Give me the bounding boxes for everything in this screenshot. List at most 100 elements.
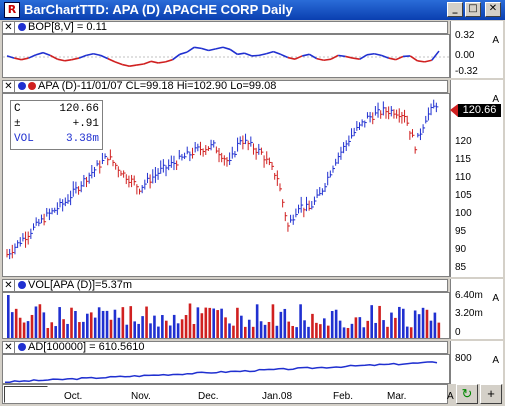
volume-bar bbox=[299, 304, 302, 338]
price-bar bbox=[9, 248, 12, 260]
price-bar bbox=[213, 140, 216, 148]
volume-bar bbox=[105, 310, 109, 338]
price-bar bbox=[271, 162, 275, 171]
bop-close-icon[interactable]: ✕ bbox=[3, 22, 15, 33]
bop-indicator-plot bbox=[3, 46, 449, 67]
volume-bar bbox=[208, 307, 212, 338]
volume-bar bbox=[161, 315, 164, 338]
bop-segment bbox=[201, 47, 209, 52]
price-bar bbox=[414, 146, 418, 154]
bop-autoscale-mark[interactable]: A bbox=[492, 35, 499, 46]
price-bar bbox=[287, 222, 290, 232]
volume-bar bbox=[168, 325, 172, 338]
volume-bar bbox=[70, 307, 73, 338]
price-bar bbox=[263, 155, 267, 168]
price-bar bbox=[22, 233, 25, 242]
bop-segment bbox=[107, 57, 116, 63]
price-bar bbox=[388, 106, 391, 120]
price-bar bbox=[11, 244, 15, 259]
price-bar bbox=[64, 197, 68, 207]
volume-bar bbox=[437, 322, 441, 338]
volume-bar bbox=[89, 312, 93, 338]
bop-segment bbox=[35, 51, 44, 56]
price-close-icon[interactable]: ✕ bbox=[3, 81, 15, 92]
bop-pane[interactable] bbox=[2, 34, 450, 78]
volume-bar bbox=[350, 323, 354, 338]
bop-segment bbox=[71, 57, 80, 61]
close-button[interactable]: ✕ bbox=[485, 2, 501, 17]
bop-segment bbox=[179, 51, 188, 56]
price-bar bbox=[75, 181, 78, 194]
price-bar bbox=[6, 248, 9, 258]
price-bar bbox=[146, 172, 150, 184]
maximize-button[interactable]: □ bbox=[465, 2, 481, 17]
bop-segment bbox=[431, 50, 440, 61]
bop-segment bbox=[338, 54, 346, 58]
minimize-button[interactable]: _ bbox=[447, 2, 463, 17]
volume-bar bbox=[283, 308, 287, 338]
price-bar bbox=[149, 174, 153, 189]
price-bar bbox=[356, 121, 359, 131]
price-bar bbox=[255, 147, 259, 160]
price-bar bbox=[335, 158, 338, 166]
vol-autoscale-mark[interactable]: A bbox=[492, 293, 499, 304]
price-bar bbox=[223, 155, 227, 166]
price-bar bbox=[258, 143, 261, 155]
volume-bar bbox=[66, 323, 69, 338]
volume-bar bbox=[421, 307, 425, 338]
price-bar bbox=[382, 101, 386, 116]
price-bar bbox=[316, 189, 320, 199]
volume-bar bbox=[141, 316, 144, 338]
price-bar bbox=[123, 170, 126, 178]
volume-pane[interactable] bbox=[2, 292, 450, 339]
bop-segment bbox=[78, 54, 87, 59]
price-axis-label: 110 bbox=[455, 172, 471, 183]
volume-bar bbox=[30, 314, 34, 338]
price-bar bbox=[313, 196, 317, 205]
volume-label: VOL bbox=[14, 133, 34, 145]
vol-panel-header: ✕ VOL[APA (D)]=5.37m bbox=[2, 279, 448, 292]
volume-bar bbox=[319, 324, 322, 338]
volume-bar bbox=[180, 319, 184, 338]
price-bar bbox=[435, 102, 439, 113]
price-bar bbox=[83, 174, 86, 187]
volume-bar bbox=[82, 321, 85, 338]
volume-axis: A 6.40m 3.20m 0 bbox=[450, 279, 503, 339]
add-button[interactable]: + bbox=[480, 384, 502, 404]
price-autoscale-mark[interactable]: A bbox=[492, 94, 499, 105]
bop-axis: A 0.32 0.00 -0.32 bbox=[450, 21, 503, 78]
price-bar bbox=[91, 164, 94, 179]
bop-segment bbox=[215, 46, 224, 50]
price-bar bbox=[274, 172, 277, 180]
price-bar bbox=[300, 196, 304, 213]
vol-close-icon[interactable]: ✕ bbox=[3, 280, 15, 291]
vol-axis-label: 0 bbox=[455, 327, 461, 338]
volume-bar bbox=[125, 324, 129, 338]
month-label: Jan.08 bbox=[262, 391, 293, 402]
status-field[interactable] bbox=[4, 386, 48, 403]
price-bar bbox=[80, 181, 84, 193]
bop-segment bbox=[258, 52, 267, 57]
volume-bar bbox=[192, 324, 196, 338]
volume-bar bbox=[342, 327, 346, 338]
price-bar bbox=[374, 106, 378, 116]
volume-bar bbox=[204, 307, 208, 338]
price-bar bbox=[46, 207, 49, 217]
change-value: +.91 bbox=[72, 118, 99, 130]
ad-autoscale-mark[interactable]: A bbox=[492, 355, 499, 366]
price-bar bbox=[411, 129, 415, 138]
volume-bar bbox=[358, 317, 362, 338]
price-bar bbox=[419, 128, 423, 141]
price-bar bbox=[210, 139, 214, 151]
price-bar bbox=[154, 167, 158, 183]
price-bar bbox=[197, 143, 200, 152]
price-info-box: C 120.66 ± +.91 VOL 3.38m bbox=[10, 100, 103, 150]
ad-close-icon[interactable]: ✕ bbox=[3, 342, 15, 353]
ad-pane[interactable] bbox=[2, 354, 450, 384]
price-bar bbox=[104, 153, 108, 159]
vol-axis-label: 6.40m bbox=[455, 290, 483, 301]
bop-segment bbox=[251, 54, 260, 57]
volume-bar bbox=[78, 322, 81, 338]
price-bar bbox=[48, 208, 52, 221]
refresh-icon[interactable]: ↻ bbox=[456, 384, 478, 404]
